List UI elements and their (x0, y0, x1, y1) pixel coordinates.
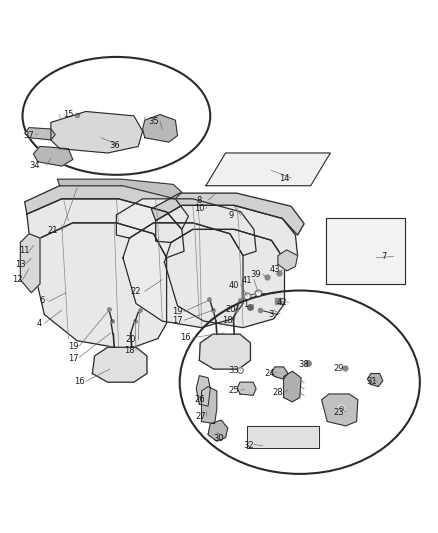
Text: 39: 39 (251, 270, 261, 279)
Polygon shape (51, 111, 143, 153)
Polygon shape (143, 115, 177, 142)
Polygon shape (20, 234, 40, 293)
Text: 41: 41 (242, 276, 252, 285)
Polygon shape (117, 199, 256, 256)
Text: 26: 26 (194, 395, 205, 403)
Polygon shape (284, 372, 301, 402)
Polygon shape (201, 386, 217, 424)
Text: 20: 20 (226, 305, 236, 314)
Polygon shape (208, 420, 228, 441)
Polygon shape (237, 382, 256, 395)
Text: 20: 20 (125, 335, 136, 344)
Text: 34: 34 (29, 161, 40, 170)
Text: 1: 1 (243, 301, 248, 310)
Text: 37: 37 (23, 131, 34, 140)
Text: 32: 32 (243, 441, 254, 450)
Text: 31: 31 (367, 377, 377, 386)
Text: 10: 10 (194, 204, 204, 213)
Polygon shape (25, 128, 55, 140)
Text: 19: 19 (68, 342, 79, 351)
Text: 7: 7 (381, 253, 387, 261)
Polygon shape (57, 179, 182, 199)
Polygon shape (278, 250, 297, 271)
Polygon shape (25, 185, 188, 229)
Text: 18: 18 (222, 316, 233, 325)
Polygon shape (247, 426, 319, 448)
Text: 4: 4 (36, 319, 42, 328)
Text: 35: 35 (148, 117, 159, 126)
Text: 13: 13 (15, 260, 26, 269)
Text: 29: 29 (333, 364, 344, 373)
Text: 42: 42 (277, 298, 287, 307)
Polygon shape (206, 153, 330, 185)
Polygon shape (123, 223, 243, 328)
Text: 22: 22 (131, 287, 141, 296)
Polygon shape (321, 394, 358, 426)
Text: 14: 14 (279, 174, 290, 183)
Text: 33: 33 (229, 366, 239, 375)
Text: 11: 11 (19, 246, 29, 255)
Text: 25: 25 (229, 386, 239, 395)
Text: 27: 27 (196, 412, 206, 421)
Text: 9: 9 (229, 212, 234, 220)
Polygon shape (196, 376, 210, 406)
Text: 18: 18 (124, 346, 134, 356)
Text: 24: 24 (265, 368, 276, 377)
Text: 16: 16 (180, 333, 191, 342)
Polygon shape (272, 367, 288, 379)
Text: 8: 8 (196, 196, 201, 205)
Text: 40: 40 (229, 281, 239, 290)
Polygon shape (92, 348, 147, 382)
Text: 30: 30 (214, 434, 224, 443)
Polygon shape (164, 229, 285, 328)
Text: 3: 3 (268, 310, 273, 319)
Text: 15: 15 (63, 110, 73, 119)
Text: 6: 6 (39, 296, 45, 305)
Polygon shape (367, 374, 383, 386)
Text: 17: 17 (172, 316, 183, 325)
Polygon shape (33, 147, 73, 166)
Text: 36: 36 (109, 141, 120, 150)
Polygon shape (199, 334, 251, 369)
Text: 38: 38 (298, 360, 309, 369)
Text: 23: 23 (333, 408, 344, 417)
Text: 12: 12 (12, 275, 22, 284)
Polygon shape (27, 199, 184, 258)
Polygon shape (326, 219, 405, 284)
Text: 17: 17 (68, 354, 79, 362)
Text: 28: 28 (273, 388, 283, 397)
Polygon shape (151, 193, 304, 235)
Polygon shape (155, 205, 297, 260)
Text: 19: 19 (172, 308, 182, 317)
Text: 43: 43 (269, 265, 280, 274)
Polygon shape (31, 223, 166, 350)
Text: 21: 21 (48, 226, 58, 235)
Text: 16: 16 (74, 377, 85, 386)
